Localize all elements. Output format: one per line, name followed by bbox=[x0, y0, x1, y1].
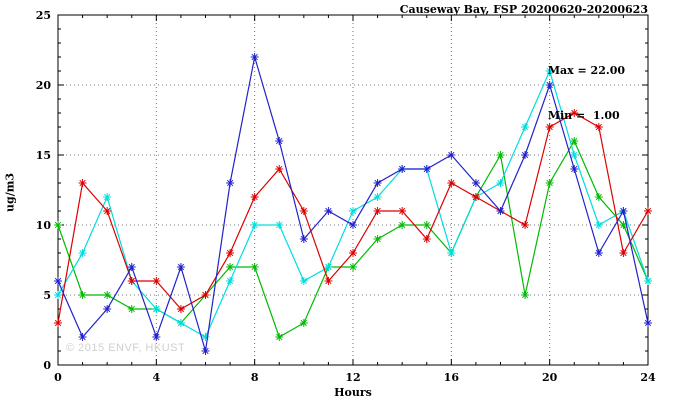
x-tick-label: 8 bbox=[251, 371, 259, 384]
chart-title: Causeway Bay, FSP 20200620-20200623 bbox=[399, 3, 648, 16]
y-tick-label: 25 bbox=[36, 9, 51, 22]
max-label: Max = 22.00 bbox=[547, 64, 625, 77]
y-tick-label: 15 bbox=[36, 149, 51, 162]
x-tick-label: 4 bbox=[153, 371, 161, 384]
series-blue-markers bbox=[54, 53, 652, 355]
x-tick-label: 24 bbox=[640, 371, 656, 384]
y-tick-label: 0 bbox=[43, 359, 51, 372]
stats-annotation: Max = 22.00 Min = 1.00 bbox=[548, 33, 625, 153]
y-tick-label: 10 bbox=[36, 219, 52, 232]
y-tick-label: 5 bbox=[43, 289, 51, 302]
x-tick-label: 20 bbox=[542, 371, 558, 384]
series-cyan-markers bbox=[54, 67, 652, 341]
min-label: Min = 1.00 bbox=[547, 109, 620, 122]
series-red-markers bbox=[54, 109, 652, 327]
y-tick-label: 20 bbox=[36, 79, 52, 92]
x-tick-label: 0 bbox=[54, 371, 62, 384]
x-tick-label: 12 bbox=[345, 371, 360, 384]
y-axis-label: ug/m3 bbox=[3, 173, 17, 212]
x-axis-label: Hours bbox=[334, 386, 372, 399]
watermark: © 2015 ENVF, HKUST bbox=[66, 342, 186, 354]
x-tick-label: 16 bbox=[444, 371, 460, 384]
